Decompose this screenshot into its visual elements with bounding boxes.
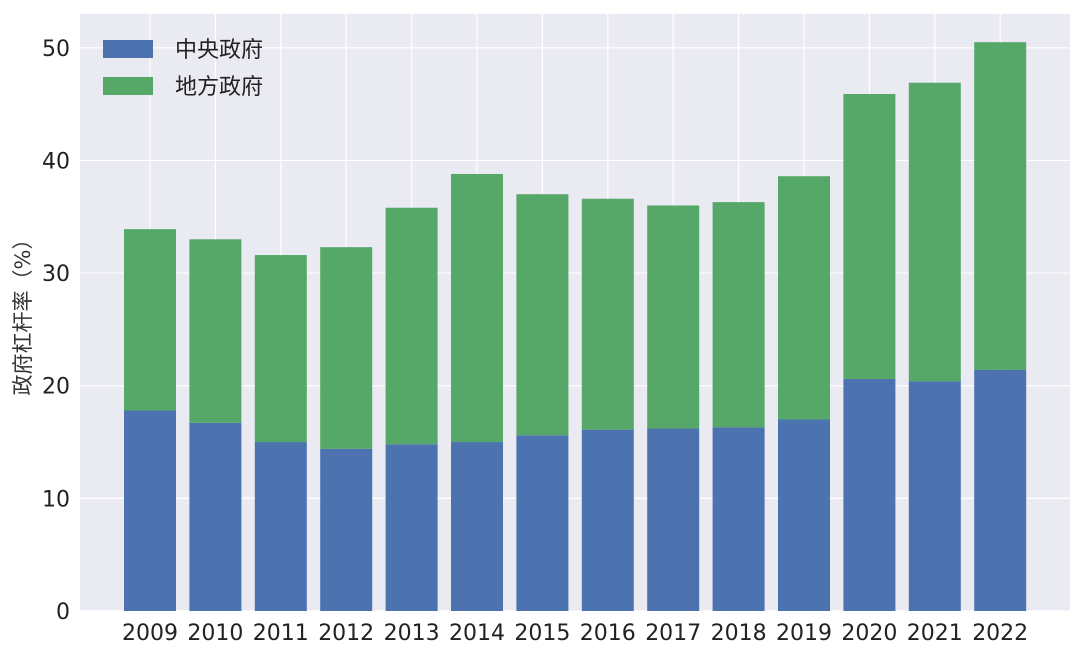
bar-central-2018 [712, 427, 765, 611]
bar-local-2016 [581, 198, 634, 430]
bar-local-2020 [843, 93, 896, 379]
x-tick-label: 2011 [253, 621, 309, 646]
plot-background [80, 14, 1070, 611]
bar-central-2013 [385, 444, 438, 611]
bar-local-2017 [647, 205, 700, 429]
x-tick-label: 2022 [972, 621, 1028, 646]
y-tick-label: 10 [42, 487, 70, 512]
y-tick-labels: 0 10 20 30 40 50 [42, 37, 70, 625]
bar-local-2010 [189, 239, 242, 423]
legend-label-central: 中央政府 [175, 38, 263, 63]
bar-local-2015 [516, 194, 569, 436]
bar-local-2013 [385, 207, 438, 445]
y-axis-label: 政府杠杆率（%） [11, 229, 35, 396]
x-tick-label: 2013 [384, 621, 440, 646]
x-tick-label: 2018 [711, 621, 767, 646]
bar-central-2022 [974, 369, 1027, 611]
legend-swatch-central [103, 40, 153, 58]
legend-swatch-local [103, 77, 153, 95]
bar-local-2009 [124, 229, 176, 411]
x-tick-label: 2019 [776, 621, 832, 646]
legend-label-local: 地方政府 [175, 75, 263, 100]
y-tick-label: 30 [42, 262, 70, 287]
bar-central-2012 [320, 448, 373, 611]
x-tick-label: 2009 [122, 621, 178, 646]
x-tick-label: 2016 [580, 621, 636, 646]
bar-local-2011 [254, 255, 307, 443]
bar-local-2018 [712, 202, 765, 428]
bar-central-2015 [516, 435, 569, 611]
bar-central-2010 [189, 422, 242, 611]
bar-local-2014 [451, 173, 503, 443]
legend: 中央政府 地方政府 [103, 38, 263, 100]
x-tick-label: 2010 [187, 621, 243, 646]
bar-central-2021 [908, 381, 961, 611]
bar-local-2021 [908, 82, 961, 382]
y-tick-label: 20 [42, 375, 70, 400]
y-tick-label: 40 [42, 149, 70, 174]
bar-central-2009 [124, 410, 176, 611]
y-tick-label: 50 [42, 37, 70, 62]
y-tick-label: 0 [56, 600, 70, 625]
x-tick-label: 2014 [449, 621, 505, 646]
bar-local-2019 [778, 176, 830, 420]
x-tick-label: 2020 [841, 621, 897, 646]
bar-local-2012 [320, 247, 373, 449]
bar-central-2011 [254, 442, 307, 611]
bar-central-2020 [843, 378, 896, 611]
x-tick-label: 2017 [645, 621, 701, 646]
bars-layer [124, 42, 1027, 611]
bar-central-2017 [647, 428, 700, 611]
bar-central-2016 [581, 429, 634, 611]
bar-central-2019 [778, 419, 830, 611]
bar-local-2022 [974, 42, 1027, 370]
x-tick-labels: 2009 2010 2011 2012 2013 2014 2015 2016 2017 2018… [122, 621, 1028, 646]
x-tick-label: 2012 [318, 621, 374, 646]
x-tick-label: 2021 [907, 621, 963, 646]
x-tick-label: 2015 [514, 621, 570, 646]
bar-central-2014 [451, 442, 503, 611]
